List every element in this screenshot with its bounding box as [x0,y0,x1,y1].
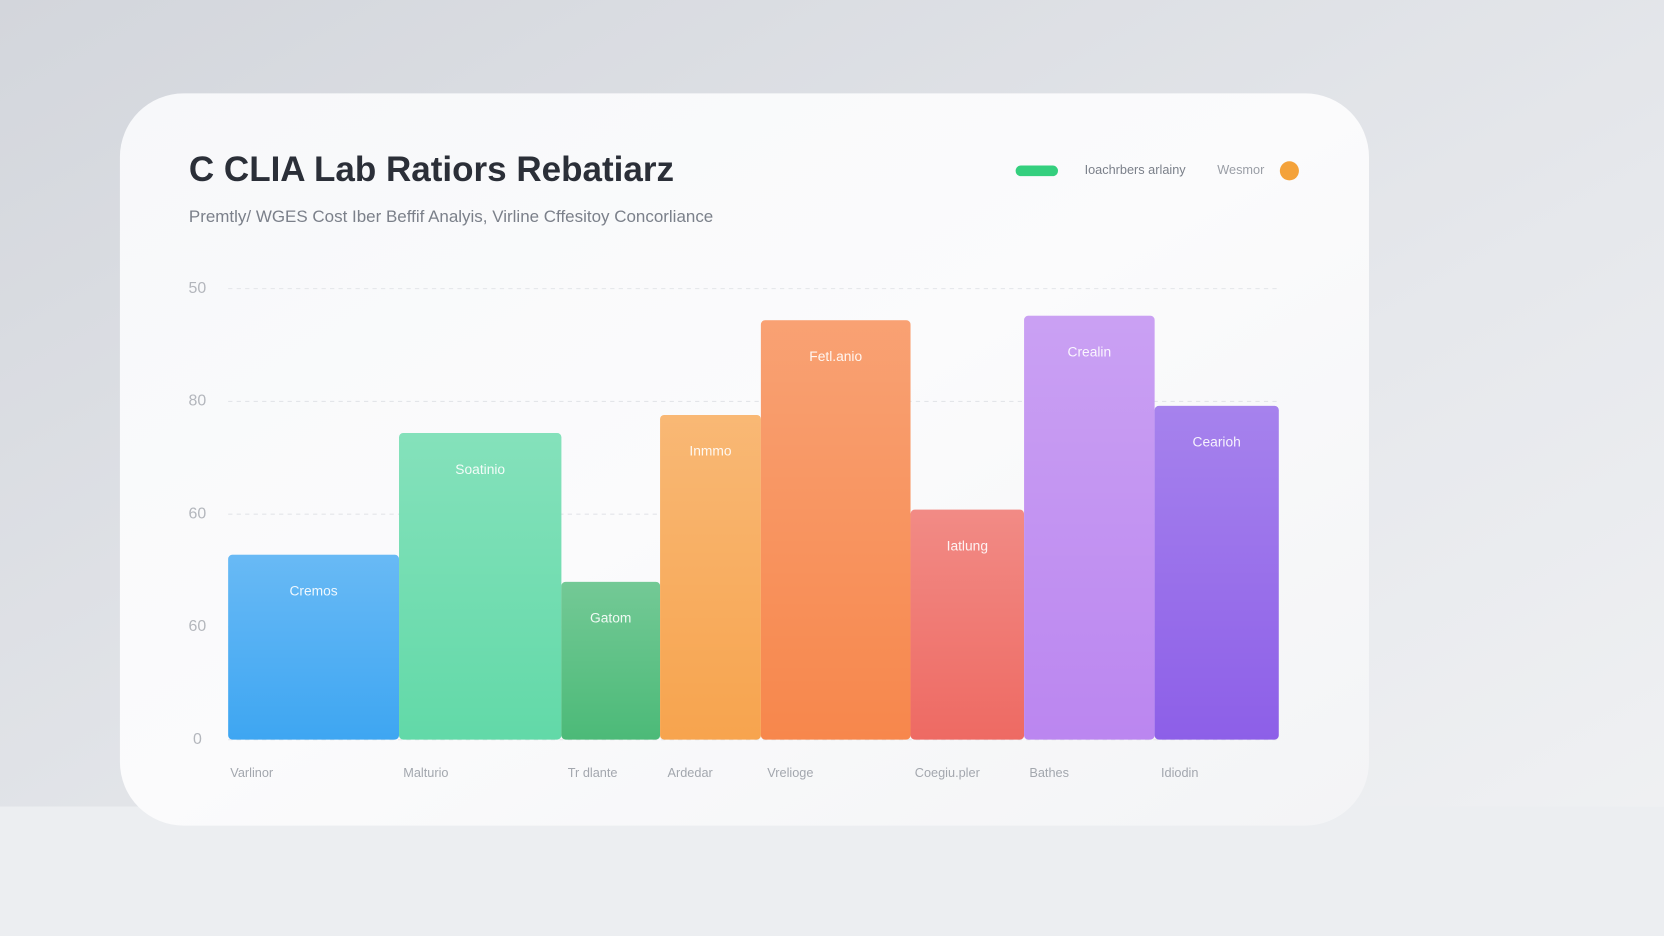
y-tick-label: 60 [189,505,207,522]
chart-subtitle: Premtly/ WGES Cost Iber Beffif Analyis, … [189,207,713,226]
bar-sheen [910,509,1025,740]
bar-label: Cearioh [1193,435,1241,450]
x-tick-label: Ardedar [668,765,714,780]
x-tick-label: Tr dlante [568,765,618,780]
legend-label: Wesmor [1217,162,1265,177]
bar-label: Inmmo [689,444,731,459]
legend: Ioachrbers arlainy Wesmor [1015,161,1299,181]
bar-sheen [1024,315,1155,740]
x-tick-label: Bathes [1029,765,1069,780]
legend-swatch [1015,165,1059,177]
floor [0,806,1664,936]
x-tick-label: Coegiu.pler [915,765,981,780]
bar-sheen [660,414,761,740]
bar-label: Gatom [590,611,631,626]
y-tick-label: 80 [189,393,207,410]
x-tick-label: Varlinor [230,765,274,780]
bar-label: Iatlung [947,538,988,553]
bar-sheen [399,432,562,740]
x-tick-label: Idiodin [1161,765,1198,780]
legend-swatch [1279,161,1299,181]
bar-sheen [760,320,911,740]
bar-sheen [1154,405,1279,740]
bar-label: Crealin [1068,344,1112,359]
legend-label: Ioachrbers arlainy [1085,162,1187,177]
bar-label: Cremos [289,584,337,599]
chart-title: C CLIA Lab Ratiors Rebatiarz [189,150,674,189]
y-tick-label: 50 [189,280,207,297]
y-tick-label: 0 [193,731,202,748]
bar-sheen [228,554,400,740]
bar-label: Soatinio [455,462,505,477]
x-tick-label: Malturio [403,765,448,780]
y-tick-label: 60 [189,618,207,635]
bar-sheen [561,581,661,740]
x-tick-label: Vrelioge [767,765,813,780]
bar-label: Fetl.anio [809,349,862,364]
